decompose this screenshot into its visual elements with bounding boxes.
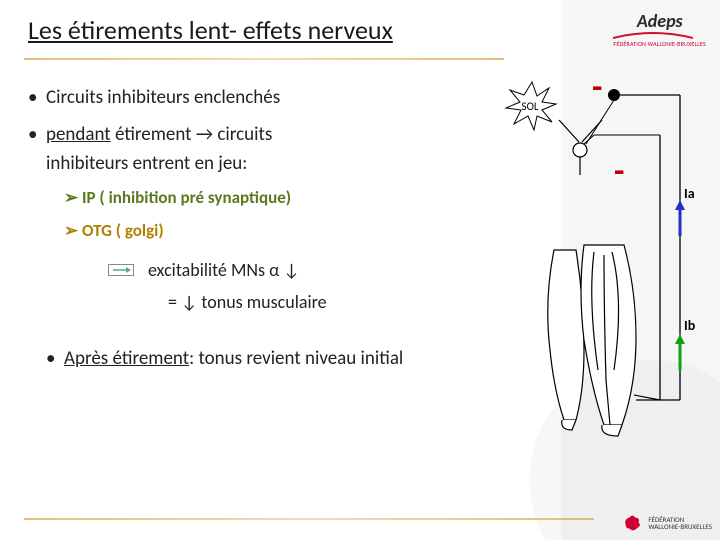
bullet-dot-icon: • <box>46 347 64 370</box>
neural-diagram: SOL - - Ia <box>484 70 704 460</box>
bullet-dot-icon: • <box>28 123 46 146</box>
sub-otg: ➢ OTG ( golgi) <box>64 220 468 241</box>
diagram-svg: SOL - - Ia <box>484 70 704 460</box>
ib-label: Ib <box>684 317 696 334</box>
apres-underline: Après étirement <box>64 347 189 370</box>
minus-icon: - <box>592 70 602 108</box>
logo-adeps: Adeps FÉDÉRATION WALLONIE-BRUXELLES <box>613 10 706 48</box>
rooster-icon <box>622 512 644 534</box>
bullet-apres-text: Après étirement: tonus revient niveau in… <box>64 347 403 370</box>
minus-icon: - <box>614 151 624 192</box>
ib-arrowhead-icon <box>675 334 685 344</box>
axon-line <box>584 135 594 144</box>
footer-logo: FÉDÉRATION WALLONIE-BRUXELLES <box>622 512 712 534</box>
lower-leg-icon <box>548 245 636 436</box>
bullet-dot-icon: • <box>28 86 46 109</box>
bullet-2-line1: pendant étirement → circuits <box>46 123 272 146</box>
bullet-1: • Circuits inhibiteurs enclenchés <box>28 86 468 109</box>
sub-ip: ➢ IP ( inhibition pré synaptique) <box>64 187 468 208</box>
line-excitabilite: excitabilité MNs α ↓ <box>108 259 468 281</box>
content-area: • Circuits inhibiteurs enclenchés • pend… <box>28 80 468 370</box>
excitabilite-text: excitabilité MNs α ↓ <box>148 259 300 281</box>
bullet-2-line2: inhibiteurs entrent en jeu: <box>46 152 468 175</box>
logo-subtext: FÉDÉRATION WALLONIE-BRUXELLES <box>613 40 706 48</box>
triangle-icon: ➢ <box>64 220 82 241</box>
bullet-1-text: Circuits inhibiteurs enclenchés <box>46 86 280 109</box>
bullet-2-underline: pendant <box>46 123 111 146</box>
line-tonus: = ↓ tonus musculaire <box>168 291 468 313</box>
sol-label: SOL <box>522 100 539 113</box>
footer-line2: WALLONIE-BRUXELLES <box>648 523 712 530</box>
slide: Les étirements lent- effets nerveux Adep… <box>0 0 720 540</box>
arrow-box-icon <box>108 264 134 276</box>
logo-text: Adeps <box>613 10 706 32</box>
sub-ip-text: IP ( inhibition pré synaptique) <box>82 187 291 208</box>
slide-title: Les étirements lent- effets nerveux <box>28 14 393 46</box>
triangle-icon: ➢ <box>64 187 82 208</box>
ia-label: Ia <box>684 185 695 202</box>
axon-line <box>634 395 660 400</box>
apres-rest: : tonus revient niveau initial <box>189 347 403 370</box>
bullet-2-rest: étirement → circuits <box>111 123 273 146</box>
sol-star-icon: SOL <box>506 82 556 130</box>
footer-logo-text: FÉDÉRATION WALLONIE-BRUXELLES <box>648 516 712 530</box>
logo-swoosh-icon <box>613 32 693 40</box>
bullet-2: • pendant étirement → circuits <box>28 123 468 146</box>
divider-top <box>24 58 504 60</box>
sub-otg-text: OTG ( golgi) <box>82 220 164 241</box>
divider-bottom <box>24 518 594 520</box>
bullet-apres: • Après étirement: tonus revient niveau … <box>46 347 468 370</box>
